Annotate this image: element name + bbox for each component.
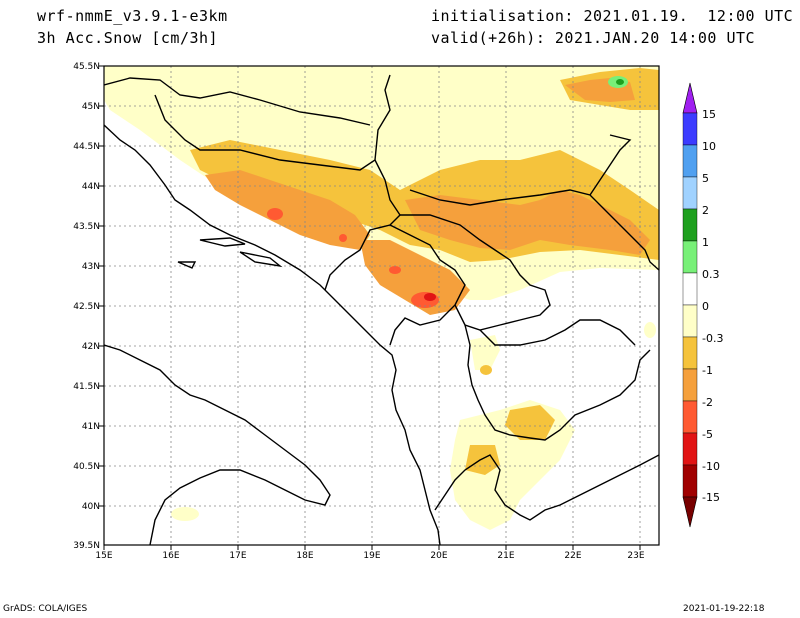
lat-label: 45N <box>82 102 100 112</box>
colorbar-label: 2 <box>702 204 709 217</box>
lon-label: 20E <box>430 551 447 561</box>
lon-label: 18E <box>296 551 313 561</box>
colorbar-box <box>682 144 698 178</box>
lat-label: 41.5N <box>73 382 100 392</box>
colorbar-label: -2 <box>702 396 713 409</box>
coastlines-borders <box>104 74 659 545</box>
colorbar-box <box>682 368 698 402</box>
colorbar-label: -15 <box>702 491 720 504</box>
colorbar-label: -5 <box>702 428 713 441</box>
lat-label: 42.5N <box>73 302 100 312</box>
colorbar-label: 1 <box>702 236 709 249</box>
lon-label: 21E <box>497 551 514 561</box>
lat-label: 39.5N <box>73 541 100 551</box>
lon-label: 22E <box>564 551 581 561</box>
colorbar-label: 5 <box>702 172 709 185</box>
colorbar-box <box>682 176 698 210</box>
colorbar-box <box>682 272 698 306</box>
colorbar-box <box>682 464 698 498</box>
lat-label: 40N <box>82 502 100 512</box>
model-title: wrf-nmmE_v3.9.1-e3km <box>37 7 228 25</box>
init-time: initialisation: 2021.01.19. 12:00 UTC <box>431 7 794 25</box>
lat-label: 43.5N <box>73 222 100 232</box>
lat-label: 43N <box>82 262 100 272</box>
lon-label: 17E <box>229 551 246 561</box>
colorbar <box>682 82 698 528</box>
colorbar-label: -0.3 <box>702 332 723 345</box>
lat-label: 44.5N <box>73 142 100 152</box>
colorbar-bottom-arrow <box>682 496 698 528</box>
lon-label: 19E <box>363 551 380 561</box>
colorbar-label: -1 <box>702 364 713 377</box>
colorbar-label: 10 <box>702 140 716 153</box>
colorbar-box <box>682 304 698 338</box>
colorbar-box <box>682 208 698 242</box>
lon-label: 15E <box>95 551 112 561</box>
lon-label: 23E <box>627 551 644 561</box>
snow-field <box>104 66 659 530</box>
colorbar-label: 0.3 <box>702 268 720 281</box>
lat-label: 45.5N <box>73 62 100 72</box>
lat-label: 41N <box>82 422 100 432</box>
lat-label: 42N <box>82 342 100 352</box>
colorbar-box <box>682 336 698 370</box>
footer-timestamp: 2021-01-19-22:18 <box>683 604 765 614</box>
colorbar-box <box>682 112 698 146</box>
valid-time: valid(+26h): 2021.JAN.20 14:00 UTC <box>431 29 756 47</box>
colorbar-box <box>682 240 698 274</box>
lat-label: 40.5N <box>73 462 100 472</box>
colorbar-box <box>682 432 698 466</box>
footer-credit: GrADS: COLA/IGES <box>3 604 88 614</box>
colorbar-box <box>682 400 698 434</box>
colorbar-label: -10 <box>702 460 720 473</box>
colorbar-label: 15 <box>702 108 716 121</box>
variable-title: 3h Acc.Snow [cm/3h] <box>37 29 219 47</box>
lon-label: 16E <box>162 551 179 561</box>
colorbar-label: 0 <box>702 300 709 313</box>
colorbar-top-arrow <box>682 82 698 114</box>
lat-label: 44N <box>82 182 100 192</box>
